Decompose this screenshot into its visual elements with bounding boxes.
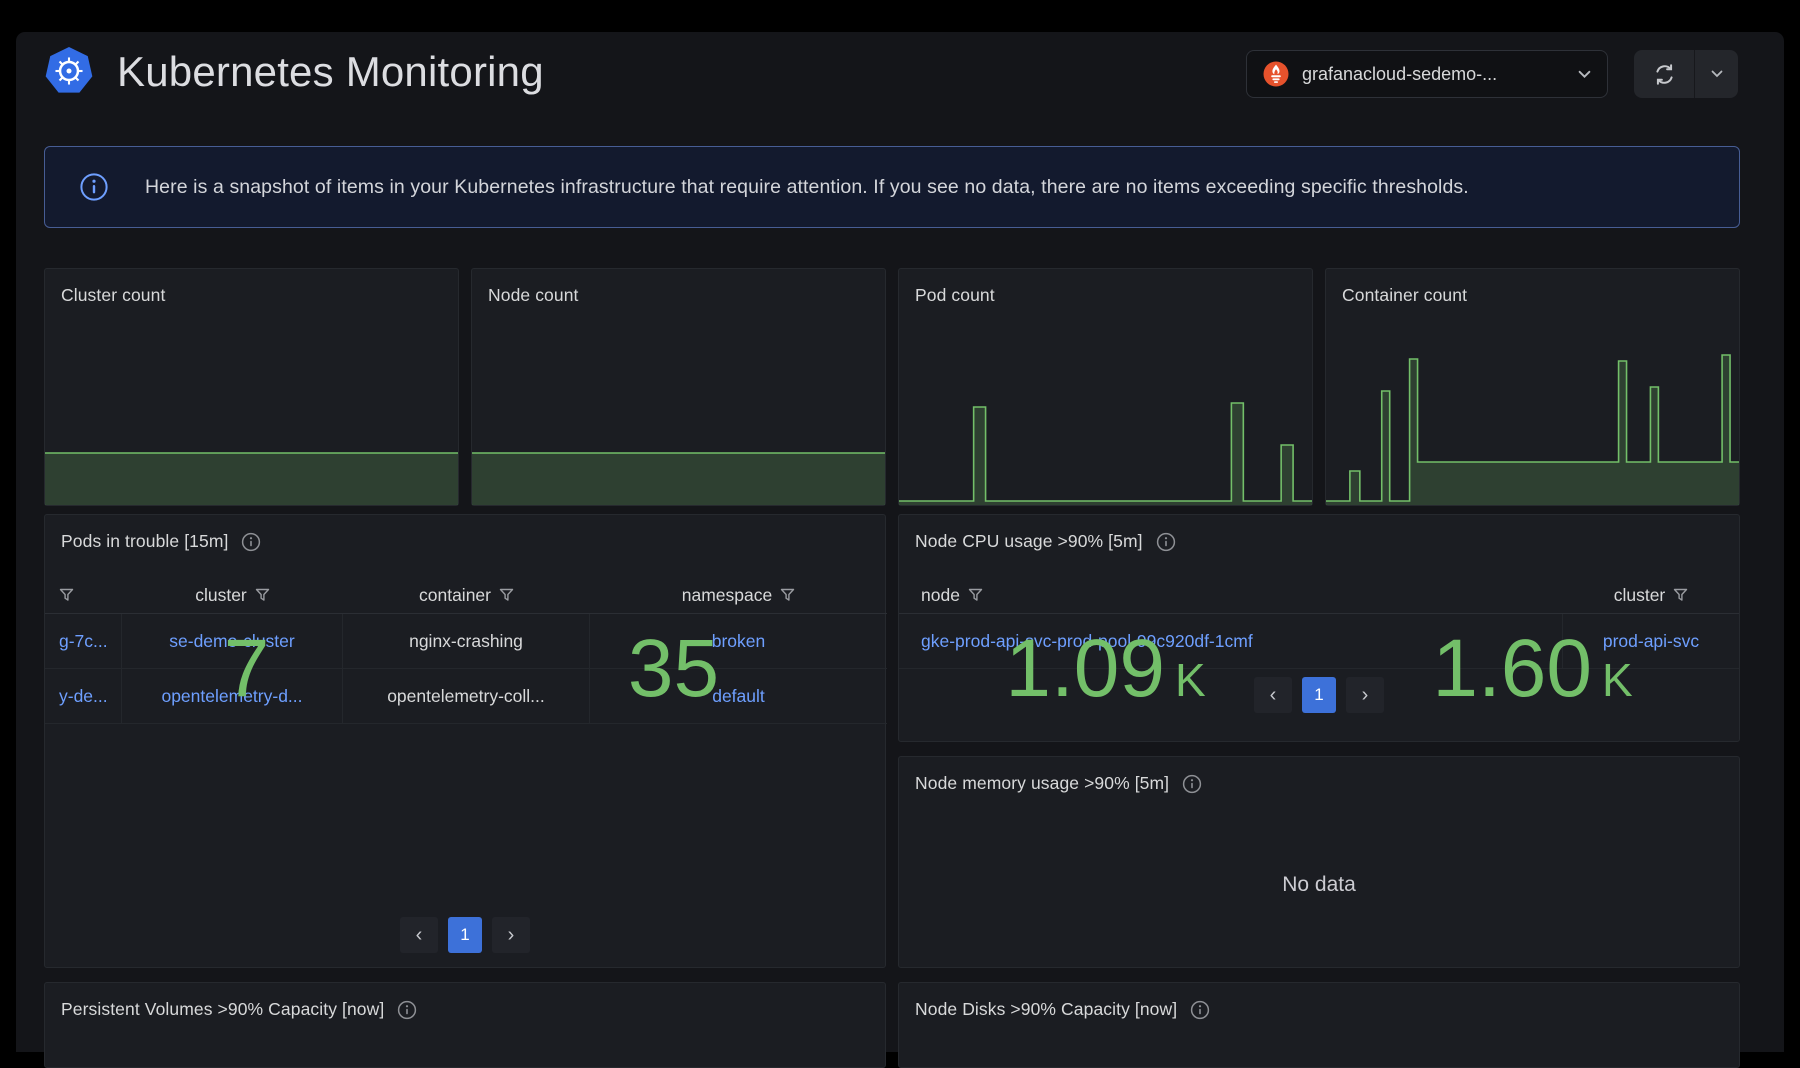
pods-in-trouble-panel: Pods in trouble [15m] cluster container … <box>44 514 887 968</box>
node-disks-panel: Node Disks >90% Capacity [now] <box>898 982 1740 1068</box>
filter-icon[interactable] <box>59 588 74 602</box>
chevron-down-icon <box>1711 70 1722 78</box>
stat-panel-cluster-count: Cluster count 7 <box>44 268 459 714</box>
pods-pagination: ‹ 1 › <box>45 917 885 953</box>
refresh-button-group <box>1634 50 1738 98</box>
banner-text: Here is a snapshot of items in your Kube… <box>145 175 1469 198</box>
panel-title: Node Disks >90% Capacity [now] <box>915 999 1178 1019</box>
stat-panel-node-count: Node count 35 <box>471 268 886 714</box>
panel-title: Node CPU usage >90% [5m] <box>915 531 1143 551</box>
node-cpu-table: node cluster gke-prod-api-svc-prod-pool-… <box>899 577 1739 669</box>
filter-icon[interactable] <box>780 588 795 602</box>
panel-title: Node count <box>488 285 579 305</box>
stat-panel-pod-count: Pod count 1.09 K <box>898 268 1313 714</box>
panel-title: Node memory usage >90% [5m] <box>915 773 1170 793</box>
next-page-button[interactable]: › <box>1346 677 1384 713</box>
kubernetes-logo-icon <box>45 47 93 93</box>
filter-icon[interactable] <box>499 588 514 602</box>
panel-title: Container count <box>1342 285 1468 305</box>
filter-icon[interactable] <box>1673 588 1688 602</box>
stat-panel-container-count: Container count 1.60 K <box>1325 268 1740 714</box>
panel-title: Persistent Volumes >90% Capacity [now] <box>61 999 385 1019</box>
table-cell-cluster-link[interactable]: opentelemetry-d... <box>122 669 343 724</box>
sparkline-chart <box>472 452 885 505</box>
column-header-pod <box>45 577 122 613</box>
column-header-container: container <box>343 577 590 613</box>
node-cpu-usage-panel: Node CPU usage >90% [5m] node cluster gk… <box>898 514 1740 742</box>
table-cell-pod-link[interactable]: y-de... <box>45 669 122 724</box>
table-cell-container: opentelemetry-coll... <box>343 669 590 724</box>
table-cell-pod-link[interactable]: g-7c... <box>45 614 122 669</box>
page-title: Kubernetes Monitoring <box>117 48 544 95</box>
datasource-picker[interactable]: grafanacloud-sedemo-... <box>1246 50 1608 98</box>
prometheus-icon <box>1263 61 1289 87</box>
refresh-interval-dropdown[interactable] <box>1695 50 1738 98</box>
refresh-icon <box>1655 63 1673 85</box>
filter-icon[interactable] <box>255 588 270 602</box>
info-icon[interactable] <box>1190 1000 1210 1020</box>
panel-title: Cluster count <box>61 285 166 305</box>
previous-page-button[interactable]: ‹ <box>1254 677 1292 713</box>
filter-icon[interactable] <box>968 588 983 602</box>
sparkline-chart <box>899 402 1312 505</box>
datasource-value: grafanacloud-sedemo-... <box>1302 63 1498 84</box>
sparkline-chart <box>1326 354 1739 505</box>
refresh-button[interactable] <box>1634 50 1695 98</box>
persistent-volumes-panel: Persistent Volumes >90% Capacity [now] <box>44 982 886 1068</box>
sparkline-chart <box>45 452 458 505</box>
column-header-cluster: cluster <box>1563 577 1739 613</box>
column-header-namespace: namespace <box>590 577 887 613</box>
table-cell-cluster-link[interactable]: prod-api-svc <box>1563 614 1739 669</box>
page-1-button[interactable]: 1 <box>448 917 482 953</box>
info-banner: Here is a snapshot of items in your Kube… <box>44 146 1740 228</box>
chevron-down-icon <box>1578 70 1591 78</box>
panel-title: Pods in trouble [15m] <box>61 531 229 551</box>
next-page-button[interactable]: › <box>492 917 530 953</box>
table-cell-container: nginx-crashing <box>343 614 590 669</box>
column-header-node: node <box>899 577 1563 613</box>
info-circle-icon <box>80 173 108 201</box>
table-cell-node-link[interactable]: gke-prod-api-svc-prod-pool-99c920df-1cmf <box>899 614 1563 669</box>
info-icon[interactable] <box>397 1000 417 1020</box>
info-icon[interactable] <box>241 532 261 552</box>
node-memory-usage-panel: Node memory usage >90% [5m] No data <box>898 756 1740 968</box>
table-cell-namespace-link[interactable]: broken <box>590 614 887 669</box>
previous-page-button[interactable]: ‹ <box>400 917 438 953</box>
page-1-button[interactable]: 1 <box>1302 677 1336 713</box>
header-divider <box>899 613 1739 614</box>
table-cell-namespace-link[interactable]: default <box>590 669 887 724</box>
panel-title: Pod count <box>915 285 995 305</box>
node-cpu-pagination: ‹ 1 › <box>899 677 1739 713</box>
column-header-cluster: cluster <box>122 577 343 613</box>
pods-table: cluster container namespace g-7c... se-d… <box>45 577 887 724</box>
info-icon[interactable] <box>1182 774 1202 794</box>
table-cell-cluster-link[interactable]: se-demo-cluster <box>122 614 343 669</box>
info-icon[interactable] <box>1156 532 1176 552</box>
header-divider <box>45 613 887 614</box>
no-data-message: No data <box>1282 873 1356 896</box>
